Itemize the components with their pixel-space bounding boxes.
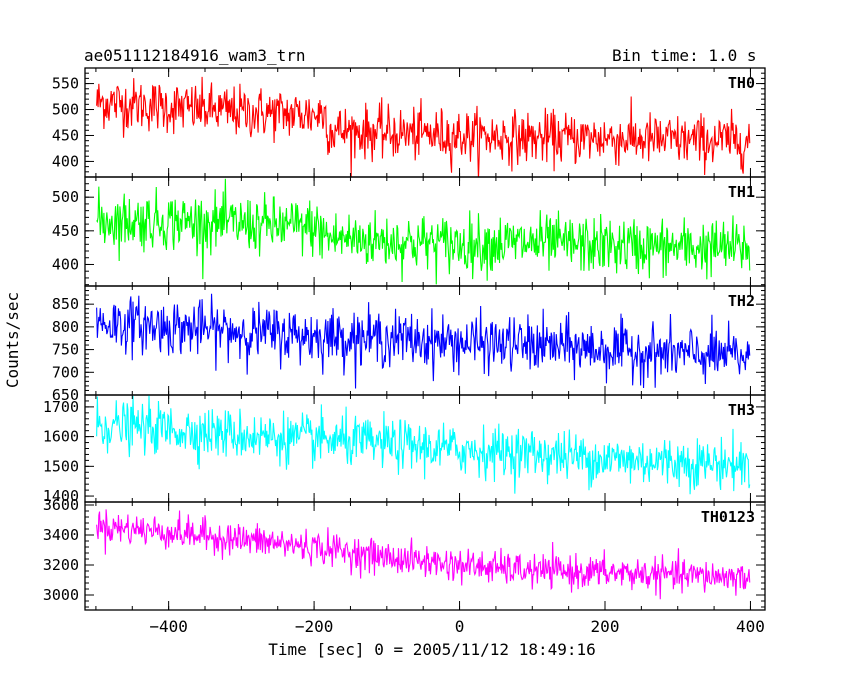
panel-name-label: TH2: [728, 292, 755, 310]
panel-th0123: 3000 3200 3400 3600 TH0123: [43, 496, 766, 611]
y-tick-label: 1700: [43, 398, 79, 416]
panel-th3: 1400 1500 1600 1700 TH3: [43, 394, 766, 505]
x-axis: −400 −200 0 200 400: [149, 617, 765, 636]
panel-th1: 400 450 500 TH1: [52, 176, 766, 287]
series-th0: [96, 76, 751, 177]
y-tick-label: 500: [52, 101, 79, 119]
y-tick-label: 550: [52, 75, 79, 93]
y-tick-label: 650: [52, 386, 79, 404]
series-th1: [96, 178, 751, 285]
panel-name-label: TH0: [728, 74, 755, 92]
y-tick-label: 450: [52, 126, 79, 144]
x-tick-label: 200: [591, 617, 620, 636]
x-axis-label: Time [sec] 0 = 2005/11/12 18:49:16: [268, 640, 596, 659]
chart-title: ae051112184916_wam3_trn: [84, 46, 306, 65]
y-tick-label: 700: [52, 363, 79, 381]
panel-name-label: TH3: [728, 401, 755, 419]
x-tick-label: 0: [455, 617, 465, 636]
x-tick-label: 400: [736, 617, 765, 636]
panel-th2: 650 700 750 800 850 TH2: [52, 285, 766, 404]
panel-frame: [84, 67, 766, 178]
y-tick-label: 400: [52, 152, 79, 170]
panel-frame: [84, 285, 766, 396]
y-tick-label: 3200: [43, 556, 79, 574]
panel-name-label: TH0123: [701, 508, 755, 526]
y-tick-label: 800: [52, 318, 79, 336]
y-tick-label: 3000: [43, 586, 79, 604]
panel-frame: [84, 501, 766, 611]
panel-name-label: TH1: [728, 183, 755, 201]
x-tick-label: −200: [295, 617, 334, 636]
y-tick-label: 3400: [43, 526, 79, 544]
series-th0123: [96, 509, 751, 600]
y-tick-label: 1400: [43, 487, 79, 505]
x-tick-label: −400: [149, 617, 188, 636]
y-tick-label: 500: [52, 188, 79, 206]
panel-th0: 400 450 500 550 TH0: [52, 67, 766, 178]
series-th2: [96, 293, 751, 389]
y-tick-label: 1500: [43, 457, 79, 475]
bin-time-label: Bin time: 1.0 s: [612, 46, 757, 65]
y-tick-label: 400: [52, 255, 79, 273]
y-tick-label: 450: [52, 222, 79, 240]
y-tick-label: 750: [52, 341, 79, 359]
y-tick-label: 3600: [43, 496, 79, 514]
series-th3: [96, 395, 751, 495]
y-tick-label: 850: [52, 295, 79, 313]
y-axis-label: Counts/sec: [3, 292, 22, 388]
y-tick-label: 1600: [43, 428, 79, 446]
panels-group: 400 450 500 550 TH0 400 450 500 TH1 650 700 750 800 8…: [43, 67, 766, 611]
